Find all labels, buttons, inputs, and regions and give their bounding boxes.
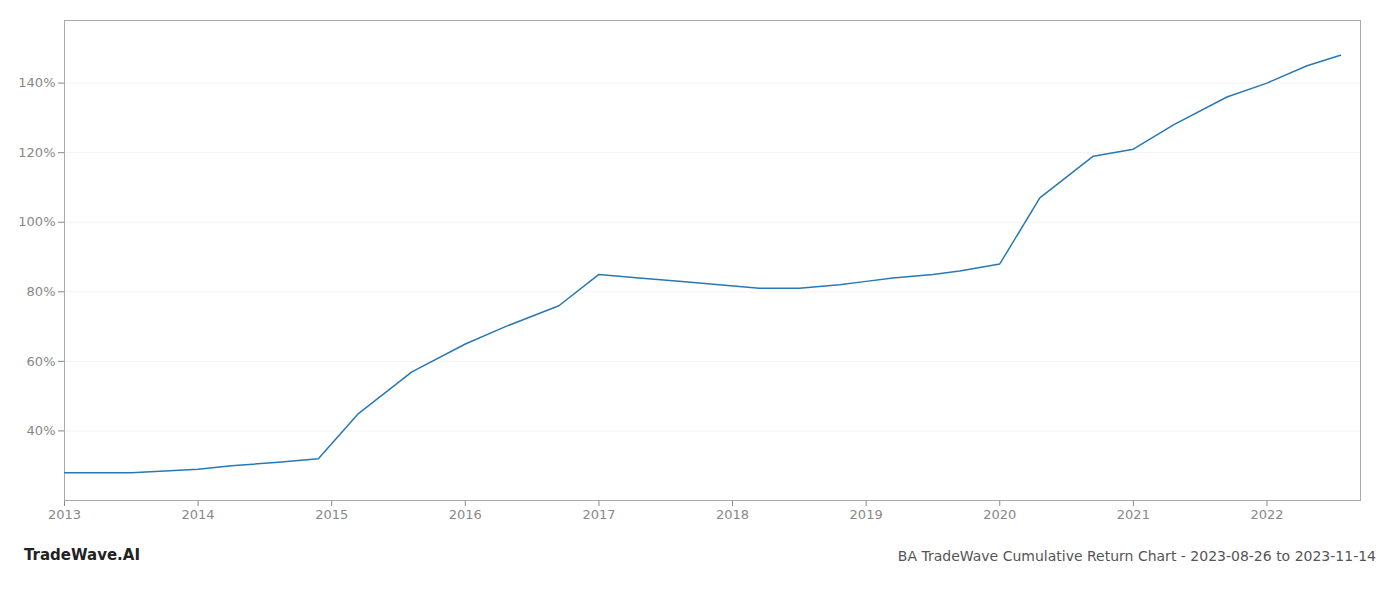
svg-text:140%: 140%	[18, 75, 55, 90]
svg-text:2013: 2013	[48, 507, 81, 522]
svg-text:2017: 2017	[582, 507, 615, 522]
svg-text:40%: 40%	[27, 423, 56, 438]
svg-text:2021: 2021	[1117, 507, 1150, 522]
svg-text:2019: 2019	[850, 507, 883, 522]
svg-text:120%: 120%	[18, 145, 55, 160]
svg-text:60%: 60%	[27, 354, 56, 369]
svg-text:2014: 2014	[182, 507, 215, 522]
svg-text:2015: 2015	[315, 507, 348, 522]
svg-text:2018: 2018	[716, 507, 749, 522]
svg-text:2020: 2020	[983, 507, 1016, 522]
html-text:BA TradeWave Cumulative Return: BA TradeWave Cumulative Return Chart - 2…	[897, 548, 1376, 564]
svg-text:80%: 80%	[27, 284, 56, 299]
svg-text:2016: 2016	[449, 507, 482, 522]
svg-text:2022: 2022	[1250, 507, 1283, 522]
svg-text:100%: 100%	[18, 214, 55, 229]
html-text:TradeWave.AI: TradeWave.AI	[24, 546, 140, 564]
